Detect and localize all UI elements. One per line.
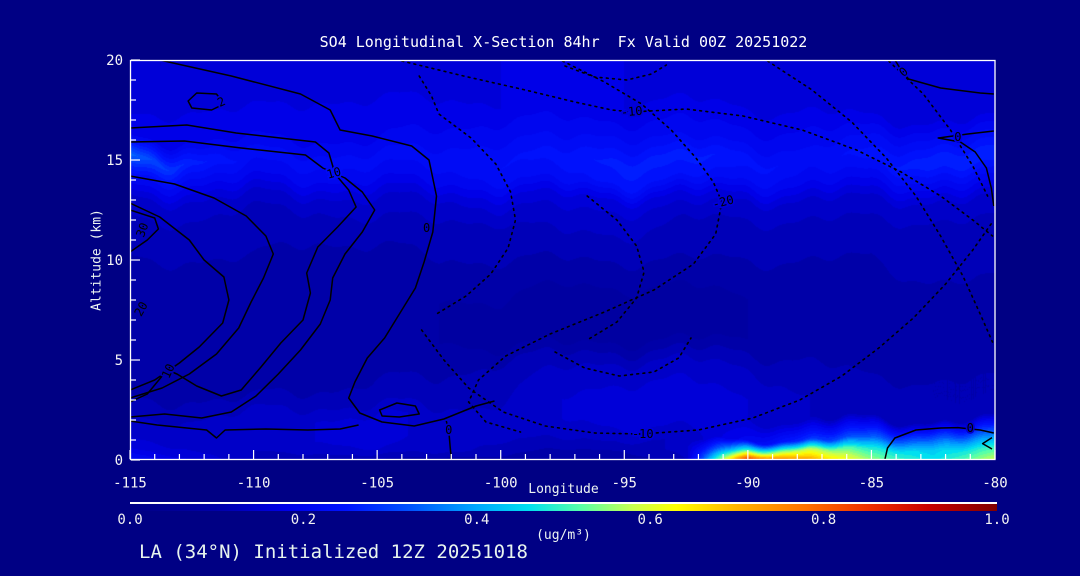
contour-line-dotted	[554, 337, 692, 377]
contour-line-dotted	[586, 195, 645, 341]
contour-label: 20	[131, 299, 150, 319]
contour-line-dotted	[887, 60, 989, 197]
contour-line-dotted	[766, 60, 994, 343]
contour-label: -10	[620, 104, 643, 120]
y-tick-label: 20	[106, 53, 123, 69]
contour-line-solid	[884, 426, 994, 460]
y-tick-label: 0	[115, 453, 123, 469]
contour-line-solid	[378, 402, 420, 418]
contour-label: -10	[632, 427, 654, 441]
contour-label: 0	[954, 130, 961, 144]
contour-line-solid	[894, 60, 994, 95]
contour-line-solid	[937, 130, 995, 207]
colorbar-gradient	[130, 504, 997, 511]
contour-label: 10	[325, 164, 343, 181]
contour-label: 0	[896, 64, 911, 79]
colorbar-tick-label: 1.0	[984, 512, 1010, 528]
x-tick-label: -115	[113, 476, 147, 492]
contour-line-solid	[130, 420, 359, 439]
x-tick-label: -80	[982, 476, 1007, 492]
contour-label: 30	[133, 221, 151, 239]
contour-label: 0	[423, 221, 430, 235]
x-tick-label: -95	[612, 476, 637, 492]
x-tick-label: -90	[735, 476, 760, 492]
contour-line-solid	[159, 60, 495, 427]
y-tick-label: 10	[106, 253, 123, 269]
y-axis-ticks: 0 5 10 15 20	[106, 53, 140, 469]
contour-line-solid	[130, 175, 275, 399]
colorbar-top-line	[130, 502, 997, 504]
x-axis-title: Longitude	[528, 482, 599, 497]
colorbar-tick-label: 0.0	[117, 512, 143, 528]
colorbar-unit-label: (ug/m³)	[536, 528, 591, 543]
contour-line-solid	[187, 92, 225, 111]
contour-line-dotted	[564, 64, 668, 81]
y-tick-label: 5	[115, 353, 123, 369]
contour-label: -20	[711, 192, 736, 211]
x-tick-label: -85	[859, 476, 884, 492]
contour-line-dotted	[420, 221, 994, 435]
x-tick-label: -105	[360, 476, 394, 492]
contour-line-solid	[130, 140, 376, 419]
colorbar	[130, 502, 997, 511]
contour-line-solid	[981, 436, 993, 450]
colorbar-tick-labels: 0.0 0.2 0.4 0.6 0.8 1.0	[117, 512, 1009, 528]
colorbar-tick-label: 0.4	[464, 512, 490, 528]
y-axis-title: Altitude (km)	[89, 209, 105, 311]
so4-concentration-field	[130, 60, 995, 460]
contour-label: 0	[967, 421, 974, 435]
x-axis-ticks: -115 -110 -105 -100 -95 -90 -85 -80	[113, 450, 1008, 492]
contour-line-solid	[130, 209, 160, 253]
contour-line-dotted	[401, 60, 994, 237]
y-tick-label: 15	[106, 153, 123, 169]
x-tick-label: -110	[237, 476, 271, 492]
colorbar-tick-label: 0.6	[637, 512, 663, 528]
contour-line-solid	[445, 420, 453, 460]
colorbar-tick-label: 0.2	[290, 512, 317, 528]
contour-line-solid	[130, 202, 230, 391]
plot-frame	[129, 59, 996, 461]
contour-line-dotted	[467, 60, 723, 433]
contour-line-dotted	[418, 75, 517, 315]
init-annotation: LA (34°N) Initialized 12Z 20251018	[139, 541, 528, 563]
x-tick-label: -100	[484, 476, 518, 492]
contour-line-solid	[130, 124, 357, 403]
chart-title: SO4 Longitudinal X-Section 84hr Fx Valid…	[319, 33, 808, 51]
colorbar-tick-label: 0.8	[810, 512, 837, 528]
contour-label: 0	[445, 423, 452, 437]
